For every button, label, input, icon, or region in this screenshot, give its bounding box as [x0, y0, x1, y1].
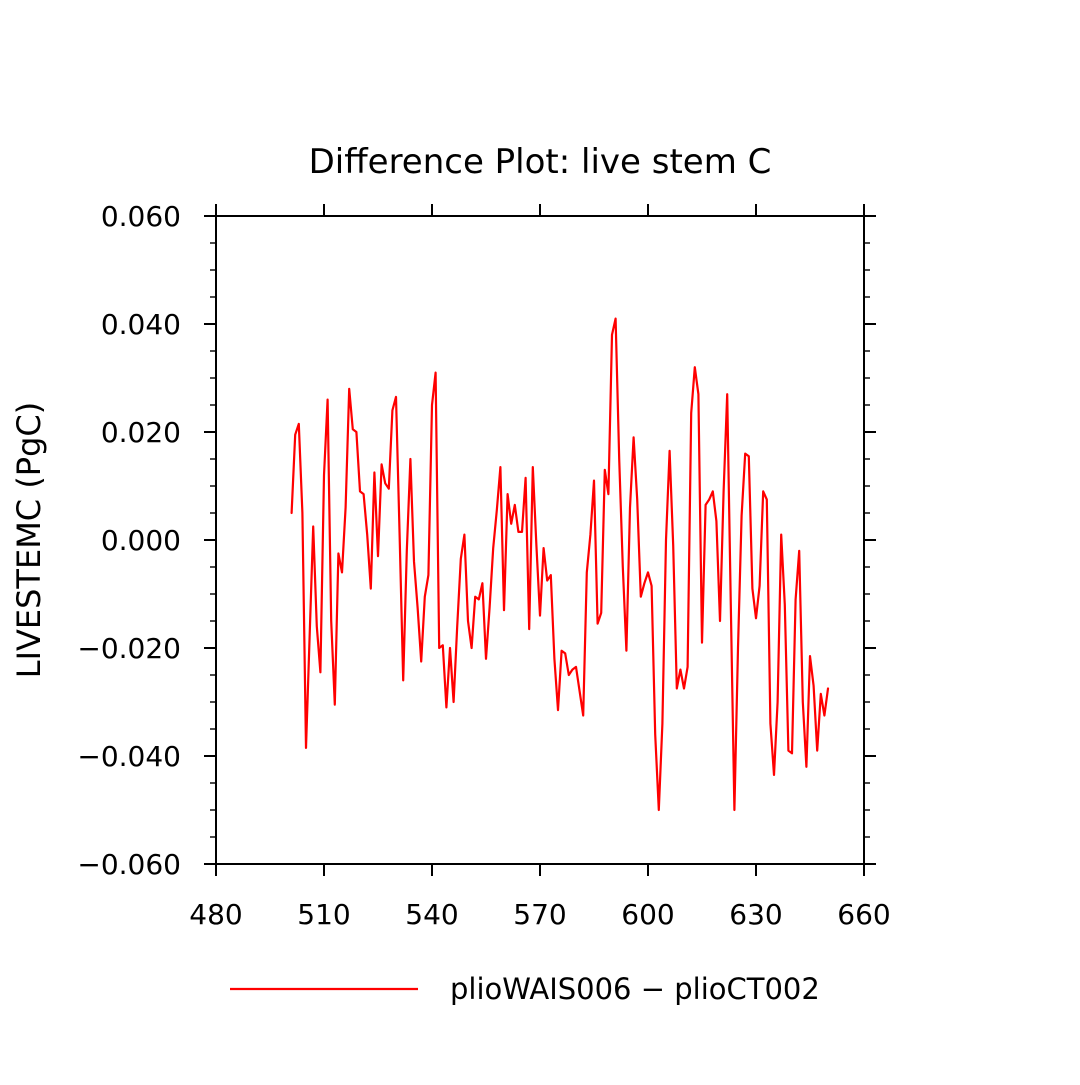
y-tick-label: 0.040	[101, 308, 181, 341]
y-tick-label: −0.020	[77, 632, 181, 665]
x-tick-labels: 480 510 540 570 600 630 660	[189, 898, 890, 931]
x-tick-label: 660	[837, 898, 890, 931]
chart-title: Difference Plot: live stem C	[309, 142, 772, 182]
y-tick-label: 0.000	[101, 524, 181, 557]
x-tick-label: 600	[621, 898, 674, 931]
axis-ticks	[204, 204, 876, 876]
y-tick-label: −0.060	[77, 848, 181, 881]
y-tick-label: −0.040	[77, 740, 181, 773]
y-tick-labels: 0.060 0.040 0.020 0.000 −0.020 −0.040 −0.060	[77, 200, 181, 881]
y-axis-label: LIVESTEMC (PgC)	[10, 402, 48, 679]
x-tick-label: 570	[513, 898, 566, 931]
series-layer	[290, 317, 830, 812]
y-tick-label: 0.020	[101, 416, 181, 449]
series-line	[290, 317, 830, 812]
legend-label: plioWAIS006 − plioCT002	[450, 972, 820, 1006]
x-tick-label: 540	[405, 898, 458, 931]
legend: plioWAIS006 − plioCT002	[230, 972, 820, 1006]
x-tick-label: 480	[189, 898, 242, 931]
x-tick-label: 510	[297, 898, 350, 931]
x-tick-label: 630	[729, 898, 782, 931]
y-tick-label: 0.060	[101, 200, 181, 233]
